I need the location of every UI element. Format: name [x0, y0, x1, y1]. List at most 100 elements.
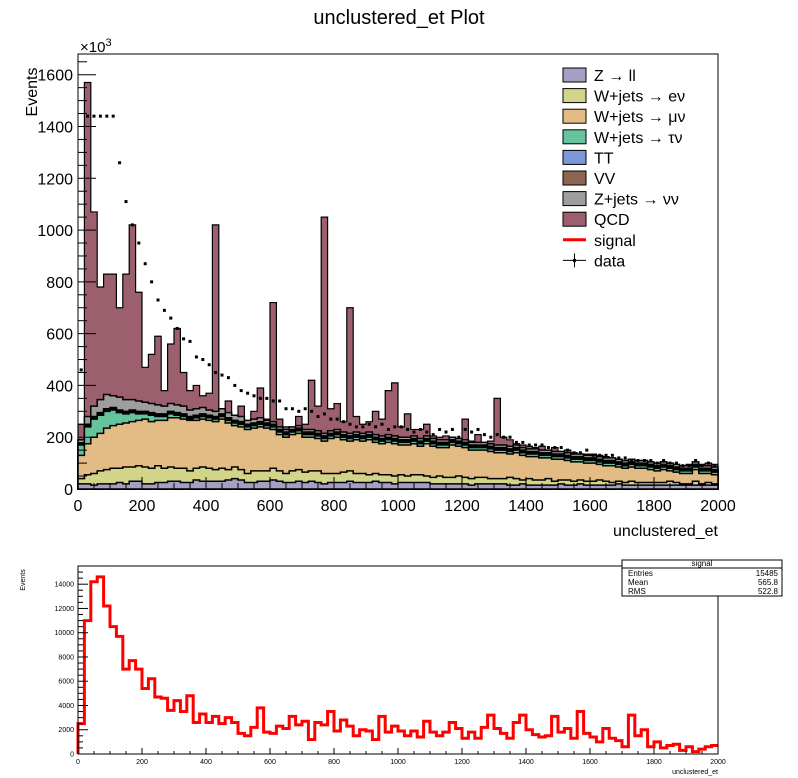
data-point: [559, 446, 563, 450]
data-point: [546, 446, 550, 450]
data-point: [399, 425, 403, 429]
data-point: [150, 280, 154, 284]
legend-swatch: [562, 67, 587, 83]
x-tick-label: 200: [129, 498, 156, 515]
data-point: [463, 427, 467, 431]
data-point: [585, 448, 589, 452]
data-point: [278, 399, 282, 403]
data-points: [79, 114, 717, 468]
data-point: [489, 435, 493, 439]
signal-y-tick-label: 0: [70, 752, 74, 759]
legend-entry: W+jets → τν: [562, 129, 683, 147]
data-point: [86, 114, 90, 118]
stats-box: signal Entries 15485 Mean 565.8 RMS 522.…: [621, 559, 783, 597]
data-point: [246, 391, 250, 395]
data-point: [137, 241, 141, 245]
data-point: [207, 363, 211, 367]
data-point: [662, 459, 666, 463]
stats-rms-label: RMS: [628, 587, 646, 596]
legend-swatch: [562, 88, 587, 104]
data-point: [124, 200, 128, 204]
signal-x-tick-label: 1800: [646, 759, 662, 766]
data-point: [130, 223, 134, 227]
legend-entry: signal: [563, 233, 636, 250]
y-axis-label: Events: [24, 68, 41, 117]
data-point: [438, 427, 442, 431]
data-point: [476, 427, 480, 431]
data-point: [425, 430, 429, 434]
data-point: [188, 339, 192, 343]
legend-swatch: [562, 129, 587, 145]
data-point: [610, 453, 614, 457]
signal-y-tick-label: 2000: [58, 727, 74, 734]
data-point: [258, 396, 262, 400]
data-point: [98, 114, 102, 118]
data-point: [681, 464, 685, 468]
signal-x-ticks: 0 200 400 600 800 1000 1200 1400 1600 1800 2000: [76, 748, 726, 766]
data-point: [143, 262, 147, 266]
data-point: [636, 459, 640, 463]
legend-entry: TT: [562, 149, 614, 167]
main-y-ticks: 0 200 400 600 800 1000 1200 1400 1600: [37, 61, 96, 499]
signal-x-tick-label: 0: [76, 759, 80, 766]
legend-label: Z+jets → νν: [594, 192, 679, 209]
data-point: [182, 337, 186, 341]
data-point: [175, 326, 179, 330]
data-point: [534, 443, 538, 447]
x-tick-label: 1200: [444, 498, 480, 515]
signal-y-tick-label: 6000: [58, 679, 74, 686]
stats-mean-label: Mean: [628, 578, 648, 587]
data-point: [687, 464, 691, 468]
data-point: [617, 456, 621, 460]
data-point: [335, 417, 339, 421]
data-point: [194, 355, 198, 359]
data-point: [706, 461, 710, 465]
legend-swatch-marker: [573, 258, 576, 262]
signal-histogram: [76, 575, 718, 754]
stats-mean-value: 565.8: [758, 578, 779, 587]
x-tick-label: 1800: [636, 498, 672, 515]
legend-entry: Z → ll: [562, 67, 636, 85]
data-point: [598, 453, 602, 457]
x-tick-label: 1400: [508, 498, 544, 515]
legend-label: data: [594, 253, 625, 270]
data-point: [290, 407, 294, 411]
x-tick-label: 1600: [572, 498, 608, 515]
x-tick-label: 800: [321, 498, 348, 515]
data-point: [514, 440, 518, 444]
legend-entry: VV: [562, 170, 616, 188]
data-point: [239, 389, 243, 393]
data-point: [482, 433, 486, 437]
data-point: [406, 427, 410, 431]
stacked-histogram: [77, 81, 719, 490]
data-point: [457, 435, 461, 439]
data-point: [201, 358, 205, 362]
data-point: [642, 459, 646, 463]
signal-x-tick-label: 600: [264, 759, 276, 766]
y-tick-label: 800: [46, 275, 73, 292]
data-point: [105, 114, 109, 118]
data-point: [329, 417, 333, 421]
data-point: [111, 114, 115, 118]
data-point: [156, 298, 160, 302]
legend-entry: data: [563, 253, 625, 270]
stats-entries-label: Entries: [628, 569, 653, 578]
signal-y-tick-label: 14000: [55, 582, 75, 589]
signal-x-tick-label: 1600: [582, 759, 598, 766]
signal-x-tick-label: 1400: [518, 759, 534, 766]
data-point: [713, 464, 717, 468]
data-point: [508, 435, 512, 439]
data-point: [162, 308, 166, 312]
signal-y-axis-label: Events: [20, 569, 27, 591]
data-point: [694, 459, 698, 463]
data-point: [297, 409, 301, 413]
data-point: [630, 459, 634, 463]
x-tick-label: 2000: [700, 498, 736, 515]
legend-swatch: [562, 108, 587, 124]
data-point: [271, 399, 275, 403]
y-tick-label: 200: [46, 430, 73, 447]
data-point: [361, 425, 365, 429]
y-tick-label: 1600: [37, 68, 73, 85]
signal-y-tick-label: 4000: [58, 703, 74, 710]
